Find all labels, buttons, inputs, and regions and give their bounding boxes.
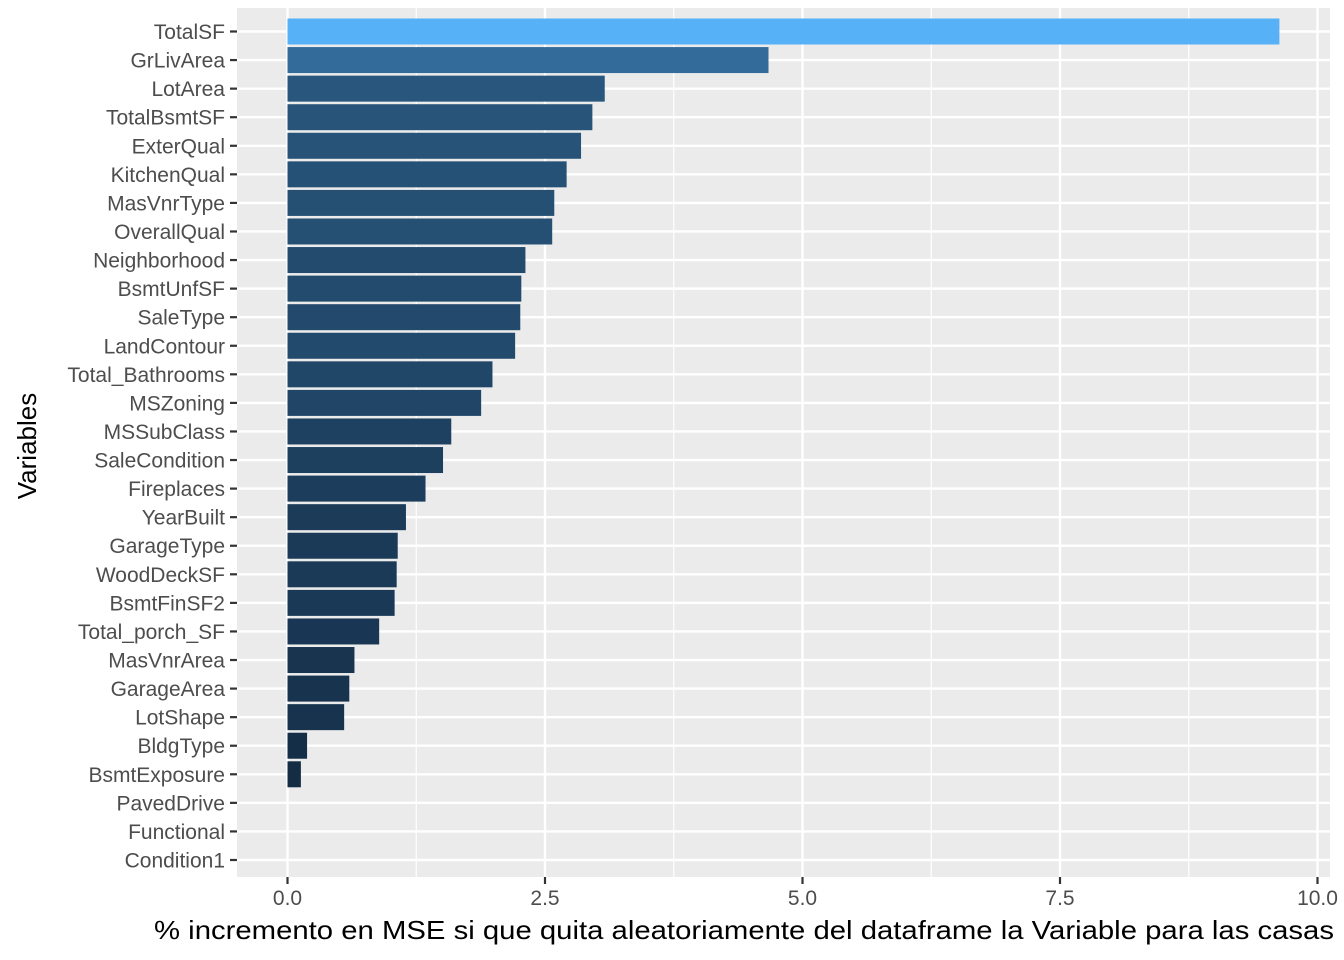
y-tick-label: ExterQual	[132, 135, 225, 158]
bar-saletype	[287, 304, 521, 331]
x-tick-label: 0.0	[273, 887, 302, 910]
y-tick-label: TotalBsmtSF	[106, 107, 225, 130]
y-tick-label: Fireplaces	[128, 478, 225, 501]
y-tick-label: BldgType	[137, 735, 225, 758]
y-tick-label: LandContour	[104, 335, 225, 358]
y-tick-label: WoodDeckSF	[96, 564, 225, 587]
bar-masvnrarea	[287, 647, 355, 674]
y-tick-label: PavedDrive	[116, 792, 225, 815]
y-tick-label: LotShape	[135, 707, 225, 730]
x-axis-title: % incremento en MSE si que quita aleator…	[154, 915, 1334, 945]
bar-landcontour	[287, 332, 516, 359]
y-tick-label: Total_porch_SF	[78, 621, 225, 644]
bar-neighborhood	[287, 247, 526, 274]
y-tick-label: OverallQual	[114, 221, 225, 244]
x-tick-label: 2.5	[530, 887, 559, 910]
bar-overallqual	[287, 218, 553, 245]
y-tick-label: MasVnrArea	[108, 650, 225, 673]
x-tick-label: 5.0	[788, 887, 817, 910]
bar-mssubclass	[287, 418, 452, 445]
y-tick-label: MasVnrType	[107, 192, 225, 215]
y-tick-label: SaleType	[137, 307, 225, 330]
y-tick-label: Total_Bathrooms	[67, 364, 225, 387]
y-tick-label: BsmtFinSF2	[109, 592, 225, 615]
bar-totalsf	[287, 18, 1280, 45]
y-tick-label: BsmtUnfSF	[118, 278, 225, 301]
y-tick-label: SaleCondition	[94, 450, 225, 473]
bar-garagetype	[287, 532, 398, 559]
bar-exterqual	[287, 132, 582, 159]
y-tick-label: KitchenQual	[111, 164, 225, 187]
bar-masvnrtype	[287, 189, 555, 216]
y-tick-label: GrLivArea	[130, 50, 225, 73]
y-tick-label: BsmtExposure	[88, 764, 225, 787]
x-axis-ticks: 0.0 2.5 5.0 7.5 10.0	[273, 877, 1338, 910]
bar-total-porch-sf	[287, 618, 380, 645]
y-tick-label: LotArea	[151, 78, 225, 101]
bar-kitchenqual	[287, 161, 567, 188]
bars	[287, 18, 1280, 788]
y-tick-label: MSSubClass	[104, 421, 225, 444]
bar-bsmtfinsf2	[287, 589, 395, 616]
bar-fireplaces	[287, 475, 426, 502]
bar-bldgtype	[287, 732, 308, 759]
bar-yearbuilt	[287, 504, 406, 531]
y-axis-title: Variables	[12, 393, 42, 499]
y-tick-label: YearBuilt	[142, 507, 225, 530]
bar-total-bathrooms	[287, 361, 493, 388]
bar-wooddecksf	[287, 561, 397, 588]
y-tick-label: TotalSF	[154, 21, 225, 44]
x-tick-label: 7.5	[1045, 887, 1074, 910]
y-tick-label: Functional	[128, 821, 225, 844]
bar-lotshape	[287, 704, 345, 731]
x-tick-label: 10.0	[1297, 887, 1338, 910]
y-tick-label: Condition1	[125, 850, 225, 873]
bar-grlivarea	[287, 47, 769, 74]
bar-lotarea	[287, 75, 605, 102]
bar-bsmtunfsf	[287, 275, 522, 302]
y-axis-ticks: TotalSF GrLivArea LotArea TotalBsmtSF ExterQ…	[67, 21, 237, 873]
bar-salecondition	[287, 447, 444, 474]
bar-bsmtexposure	[287, 761, 301, 788]
y-tick-label: GarageType	[109, 535, 225, 558]
y-tick-label: Neighborhood	[93, 250, 225, 273]
y-tick-label: MSZoning	[129, 392, 225, 415]
bar-garagearea	[287, 675, 350, 702]
bar-totalbsmtsf	[287, 104, 593, 131]
bar-mszoning	[287, 389, 482, 416]
y-tick-label: GarageArea	[111, 678, 226, 701]
